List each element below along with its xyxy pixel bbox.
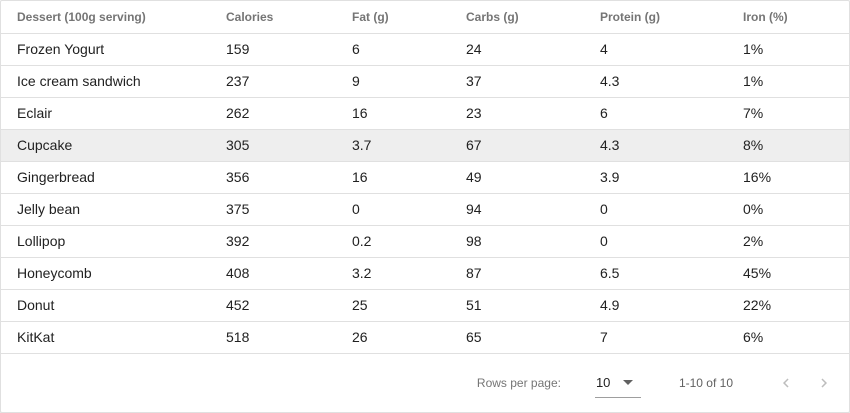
cell-fat: 0.2 (336, 225, 450, 258)
rows-per-page-select[interactable]: 10 (594, 368, 641, 398)
cell-dessert: Eclair (1, 97, 210, 130)
cell-carbs: 94 (450, 193, 584, 226)
cell-protein: 4.3 (584, 65, 727, 98)
cell-fat: 25 (336, 289, 450, 322)
cell-iron: 0% (727, 193, 849, 226)
cell-dessert: KitKat (1, 321, 210, 354)
cell-dessert: Gingerbread (1, 161, 210, 194)
table-footer: Rows per page: 10 1-10 of 10 (1, 354, 849, 412)
previous-page-button[interactable] (771, 368, 801, 398)
cell-iron: 6% (727, 321, 849, 354)
cell-fat: 6 (336, 33, 450, 66)
cell-iron: 45% (727, 257, 849, 290)
cell-fat: 0 (336, 193, 450, 226)
cell-protein: 6 (584, 97, 727, 130)
table-row[interactable]: Eclair 262 16 23 6 7% (1, 97, 849, 130)
column-header-iron[interactable]: Iron (%) (727, 1, 849, 34)
cell-iron: 1% (727, 33, 849, 66)
rows-per-page-label: Rows per page: (476, 376, 561, 390)
table-body: Frozen Yogurt 159 6 24 4 1% Ice cream sandwich… (1, 33, 849, 354)
next-page-button[interactable] (809, 368, 839, 398)
cell-calories: 262 (210, 97, 336, 130)
cell-carbs: 98 (450, 225, 584, 258)
cell-dessert: Lollipop (1, 225, 210, 258)
cell-calories: 518 (210, 321, 336, 354)
cell-carbs: 87 (450, 257, 584, 290)
cell-calories: 356 (210, 161, 336, 194)
pagination-range: 1-10 of 10 (678, 376, 733, 390)
rows-per-page-value: 10 (595, 375, 611, 390)
cell-calories: 305 (210, 129, 336, 162)
dropdown-arrow-icon (622, 380, 633, 385)
column-header-protein[interactable]: Protein (g) (584, 1, 727, 34)
cell-protein: 4.3 (584, 129, 727, 162)
cell-carbs: 65 (450, 321, 584, 354)
cell-fat: 9 (336, 65, 450, 98)
table-row[interactable]: Ice cream sandwich 237 9 37 4.3 1% (1, 65, 849, 98)
cell-dessert: Cupcake (1, 129, 210, 162)
column-header-carbs[interactable]: Carbs (g) (450, 1, 584, 34)
cell-dessert: Jelly bean (1, 193, 210, 226)
cell-protein: 0 (584, 225, 727, 258)
cell-iron: 2% (727, 225, 849, 258)
cell-calories: 375 (210, 193, 336, 226)
cell-carbs: 51 (450, 289, 584, 322)
cell-fat: 3.2 (336, 257, 450, 290)
table-row[interactable]: Lollipop 392 0.2 98 0 2% (1, 225, 849, 258)
table-row[interactable]: Donut 452 25 51 4.9 22% (1, 289, 849, 322)
table-row[interactable]: Gingerbread 356 16 49 3.9 16% (1, 161, 849, 194)
table-row[interactable]: Cupcake 305 3.7 67 4.3 8% (1, 129, 849, 162)
cell-calories: 452 (210, 289, 336, 322)
cell-fat: 3.7 (336, 129, 450, 162)
cell-iron: 22% (727, 289, 849, 322)
table-row[interactable]: KitKat 518 26 65 7 6% (1, 321, 849, 354)
table-row[interactable]: Frozen Yogurt 159 6 24 4 1% (1, 33, 849, 66)
cell-protein: 7 (584, 321, 727, 354)
cell-calories: 159 (210, 33, 336, 66)
table-row[interactable]: Jelly bean 375 0 94 0 0% (1, 193, 849, 226)
cell-iron: 16% (727, 161, 849, 194)
chevron-left-icon (783, 378, 789, 388)
column-header-dessert[interactable]: Dessert (100g serving) (1, 1, 210, 34)
cell-dessert: Ice cream sandwich (1, 65, 210, 98)
column-header-fat[interactable]: Fat (g) (336, 1, 450, 34)
cell-dessert: Honeycomb (1, 257, 210, 290)
cell-calories: 237 (210, 65, 336, 98)
cell-fat: 26 (336, 321, 450, 354)
cell-fat: 16 (336, 161, 450, 194)
chevron-right-icon (821, 378, 827, 388)
cell-protein: 3.9 (584, 161, 727, 194)
cell-carbs: 24 (450, 33, 584, 66)
cell-carbs: 49 (450, 161, 584, 194)
cell-carbs: 67 (450, 129, 584, 162)
cell-protein: 6.5 (584, 257, 727, 290)
cell-protein: 4 (584, 33, 727, 66)
cell-dessert: Donut (1, 289, 210, 322)
cell-calories: 392 (210, 225, 336, 258)
cell-carbs: 23 (450, 97, 584, 130)
cell-dessert: Frozen Yogurt (1, 33, 210, 66)
column-header-calories[interactable]: Calories (210, 1, 336, 34)
cell-fat: 16 (336, 97, 450, 130)
cell-iron: 1% (727, 65, 849, 98)
desserts-table: Dessert (100g serving) Calories Fat (g) … (1, 1, 849, 354)
table-row[interactable]: Honeycomb 408 3.2 87 6.5 45% (1, 257, 849, 290)
table-header-row: Dessert (100g serving) Calories Fat (g) … (1, 1, 849, 34)
cell-iron: 8% (727, 129, 849, 162)
cell-calories: 408 (210, 257, 336, 290)
cell-protein: 4.9 (584, 289, 727, 322)
cell-iron: 7% (727, 97, 849, 130)
cell-carbs: 37 (450, 65, 584, 98)
cell-protein: 0 (584, 193, 727, 226)
